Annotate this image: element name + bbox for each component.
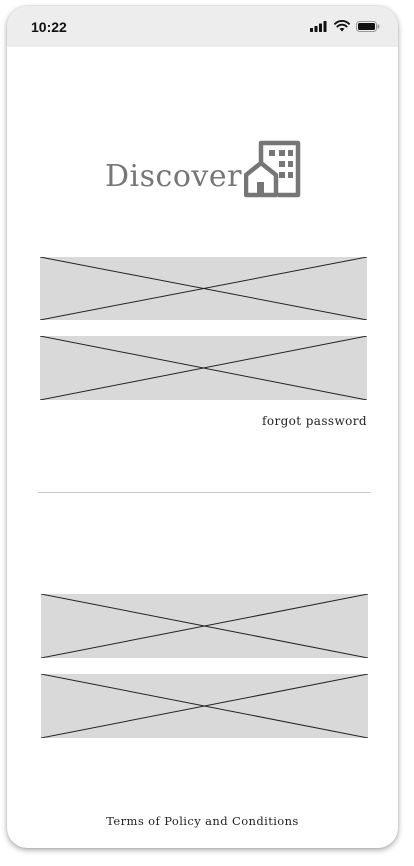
secondary-action-button[interactable] xyxy=(41,674,368,738)
terms-link[interactable]: Terms of Policy and Conditions xyxy=(106,814,299,828)
image-placeholder-cross xyxy=(40,257,367,320)
brand-name: Discover xyxy=(105,159,242,194)
cellular-signal-icon xyxy=(310,20,327,32)
brand-logo: Discover xyxy=(105,139,304,199)
status-time: 10:22 xyxy=(31,19,67,35)
password-input[interactable] xyxy=(40,336,367,400)
wifi-icon xyxy=(334,20,350,32)
image-placeholder-cross xyxy=(41,594,368,658)
username-input[interactable] xyxy=(40,257,367,320)
building-house-icon xyxy=(243,140,301,198)
battery-icon xyxy=(356,20,380,32)
image-placeholder-cross xyxy=(40,336,367,400)
phone-frame: 10:22 Discover xyxy=(7,6,398,848)
primary-action-button[interactable] xyxy=(41,594,368,658)
status-bar: 10:22 xyxy=(7,6,398,47)
image-placeholder-cross xyxy=(41,674,368,738)
section-divider xyxy=(38,492,371,493)
forgot-password-link[interactable]: forgot password xyxy=(261,414,367,428)
status-icons xyxy=(310,20,380,32)
